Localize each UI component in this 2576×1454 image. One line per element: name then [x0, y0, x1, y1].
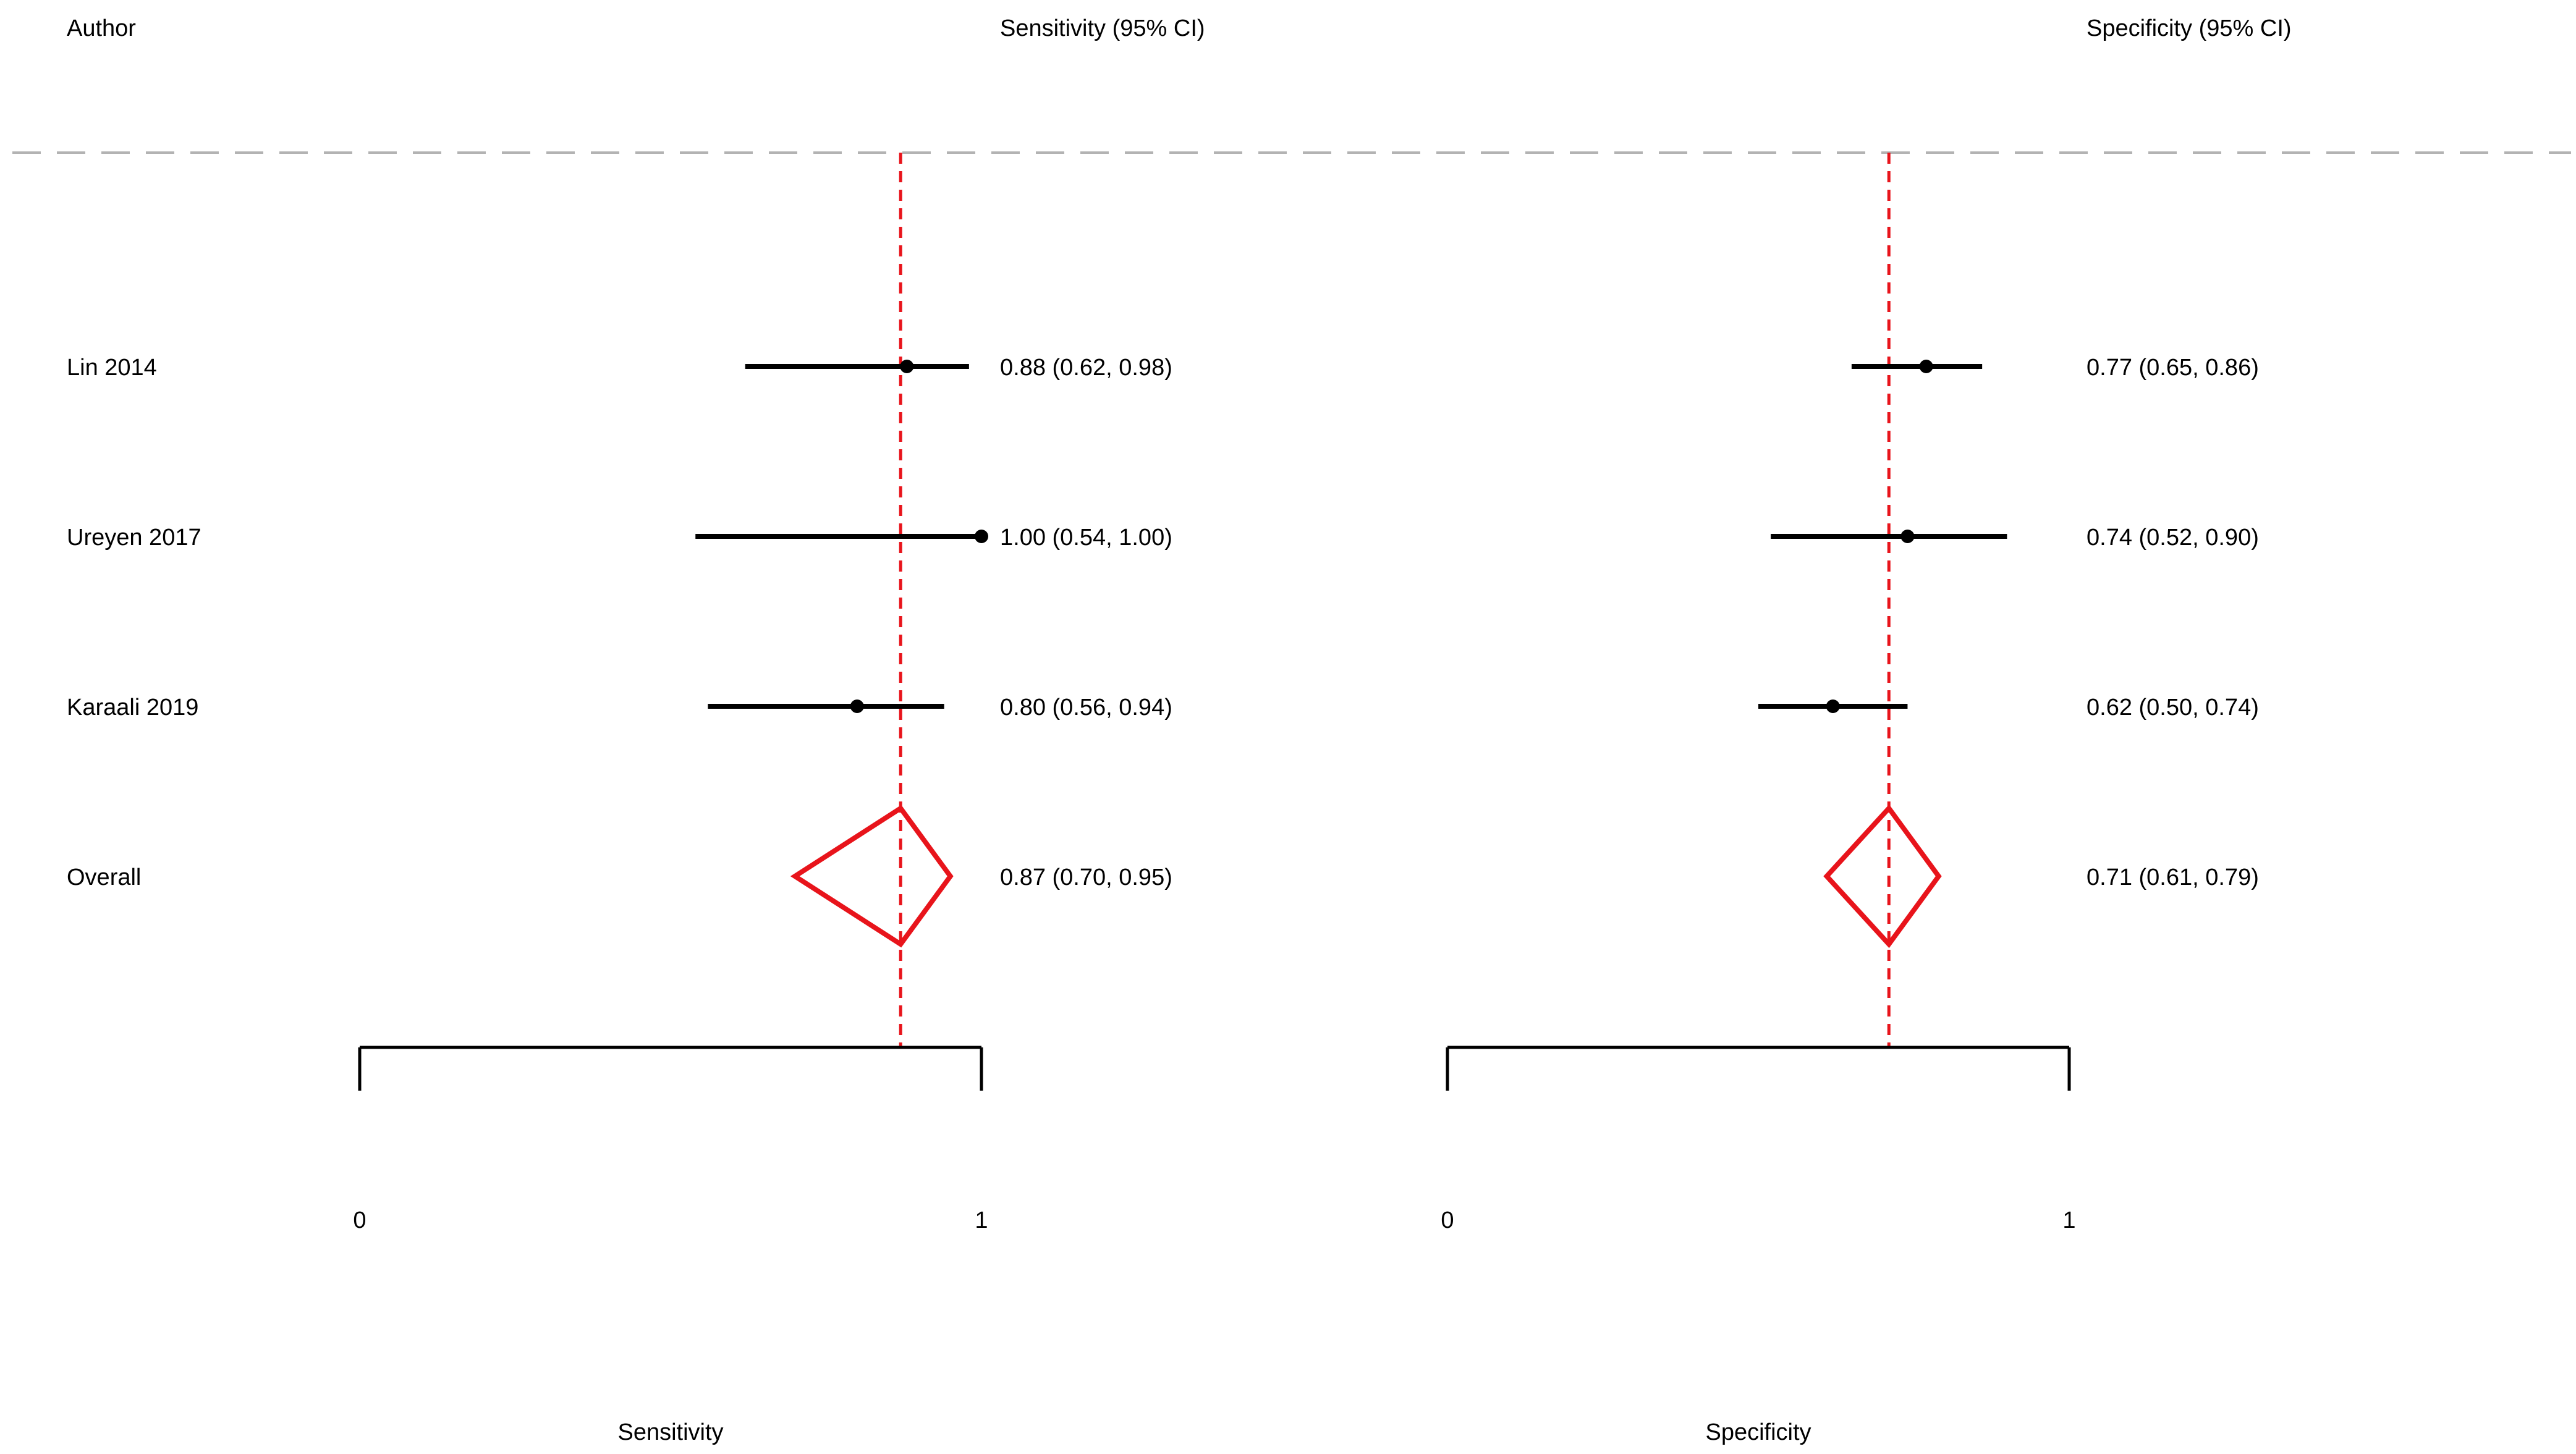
- specificity-point: [1900, 530, 1915, 543]
- specificity-estimate-label: 0.77 (0.65, 0.86): [2087, 355, 2259, 381]
- specificity-tick-label: 0: [1441, 1207, 1454, 1233]
- sensitivity-tick-label: 1: [975, 1207, 988, 1233]
- specificity-estimate-label: 0.74 (0.52, 0.90): [2087, 525, 2259, 551]
- specificity-estimate-label: 0.62 (0.50, 0.74): [2087, 695, 2259, 721]
- overall-sensitivity-label: 0.87 (0.70, 0.95): [1000, 864, 1172, 890]
- sensitivity-point: [850, 700, 864, 713]
- overall-row: Overall 0.87 (0.70, 0.95) 0.71 (0.61, 0.…: [67, 864, 2259, 890]
- study-author: Lin 2014: [67, 355, 157, 381]
- sensitivity-tick-label: 0: [353, 1207, 366, 1233]
- study-row: Ureyen 2017 1.00 (0.54, 1.00) 0.74 (0.52…: [67, 525, 2259, 551]
- sensitivity-estimate-label: 0.80 (0.56, 0.94): [1000, 695, 1172, 721]
- author-header: Author: [67, 15, 136, 41]
- sensitivity-point: [975, 530, 988, 543]
- sensitivity-axis-label: Sensitivity: [617, 1419, 723, 1445]
- specificity-axis-label: Specificity: [1705, 1419, 1811, 1445]
- sensitivity-estimate-label: 1.00 (0.54, 1.00): [1000, 525, 1172, 551]
- overall-specificity-diamond: [1823, 804, 1942, 949]
- study-row: Lin 2014 0.88 (0.62, 0.98) 0.77 (0.65, 0…: [67, 355, 2259, 381]
- study-author: Karaali 2019: [67, 695, 198, 721]
- overall-sensitivity-diamond: [790, 805, 954, 948]
- study-row: Karaali 2019 0.80 (0.56, 0.94) 0.62 (0.5…: [67, 695, 2259, 721]
- sensitivity-estimate-label: 0.88 (0.62, 0.98): [1000, 355, 1172, 381]
- specificity-tick-label: 1: [2062, 1207, 2075, 1233]
- specificity-ci-header: Specificity (95% CI): [2087, 15, 2292, 41]
- specificity-point: [1826, 700, 1840, 713]
- study-author: Ureyen 2017: [67, 525, 201, 551]
- sensitivity-ci-header: Sensitivity (95% CI): [1000, 15, 1205, 41]
- sensitivity-point: [900, 360, 914, 373]
- specificity-point: [1919, 360, 1933, 373]
- chart-marks: [358, 153, 2071, 1091]
- overall-author: Overall: [67, 864, 141, 890]
- overall-specificity-label: 0.71 (0.61, 0.79): [2087, 864, 2259, 890]
